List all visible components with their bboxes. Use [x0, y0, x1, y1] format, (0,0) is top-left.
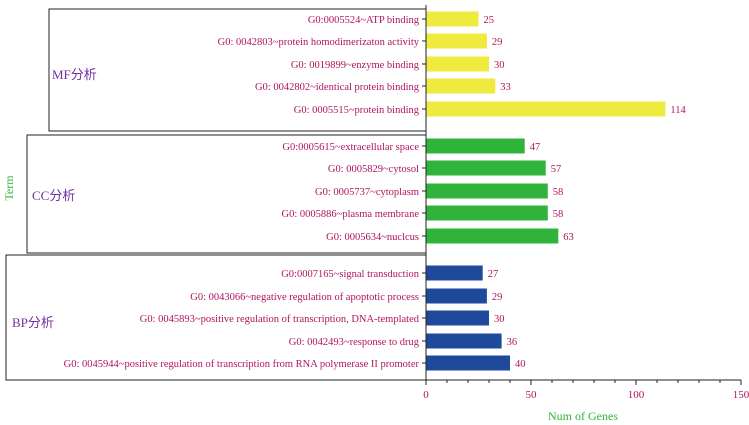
group-bracket	[26, 134, 426, 254]
category-label: G0: 0019899~enzyme binding	[291, 60, 420, 71]
category-label: G0: 0042493~response to drug	[289, 337, 420, 348]
bar	[426, 288, 487, 304]
x-axis-title: Num of Genes	[548, 409, 618, 423]
group-title: MF分析	[52, 67, 97, 82]
x-tick-label: 100	[628, 389, 645, 401]
x-axis: 0 50 100 150	[423, 5, 749, 401]
bar	[426, 78, 496, 94]
category-label: G0: 0005634~nuclcus	[326, 232, 419, 243]
bar	[426, 11, 479, 27]
data-label: 33	[500, 82, 511, 93]
category-label: G0:0007165~signal transduction	[281, 269, 420, 280]
data-label: 114	[670, 105, 686, 116]
group-brackets: MF分析 CC分析 BP分析	[5, 8, 426, 381]
data-label: 57	[551, 164, 562, 175]
category-label: G0: 0005515~protein binding	[294, 105, 420, 116]
bar	[426, 310, 489, 326]
category-label: G0: 0042802~identical protein binding	[255, 82, 420, 93]
bar	[426, 33, 487, 49]
group-title: CC分析	[32, 188, 75, 203]
category-label: G0: 0005829~cytosol	[328, 164, 419, 175]
bar	[426, 101, 666, 117]
bar	[426, 265, 483, 281]
category-label: G0: 0045893~positive regulation of trans…	[140, 314, 420, 325]
group-title: BP分析	[12, 315, 54, 330]
x-tick-label: 50	[526, 389, 538, 401]
category-label: G0:0005615~extracellular space	[282, 142, 419, 153]
bar	[426, 56, 489, 72]
category-label: G0:0005524~ATP binding	[308, 15, 420, 26]
bar-series: G0:0005524~ATP binding 25 G0: 0042803~prot…	[64, 11, 687, 371]
data-label: 36	[507, 337, 517, 348]
data-label: 30	[494, 60, 505, 71]
data-label: 63	[563, 232, 574, 243]
bar	[426, 355, 510, 371]
data-label: 27	[488, 269, 499, 280]
data-label: 47	[530, 142, 541, 153]
category-label: G0: 0005886~plasma membrane	[282, 209, 420, 220]
bar	[426, 333, 502, 349]
data-label: 40	[515, 359, 526, 370]
data-label: 25	[484, 15, 495, 26]
bar	[426, 228, 559, 244]
category-label: G0: 0042803~protein homodimerizaton acti…	[218, 37, 420, 48]
data-label: 29	[492, 292, 503, 303]
x-tick-label: 150	[733, 389, 749, 401]
category-label: G0: 0043066~negative regulation of apopt…	[190, 292, 419, 303]
bar	[426, 160, 546, 176]
data-label: 58	[553, 187, 564, 198]
group-bracket	[5, 254, 426, 381]
group-bracket	[48, 8, 426, 132]
data-label: 58	[553, 209, 564, 220]
bar	[426, 205, 548, 221]
data-label: 29	[492, 37, 503, 48]
bar	[426, 183, 548, 199]
data-label: 30	[494, 314, 505, 325]
x-tick-label: 0	[423, 389, 429, 401]
category-label: G0: 0005737~cytoplasm	[315, 187, 419, 198]
y-axis-title: Term	[2, 175, 16, 201]
bar	[426, 138, 525, 154]
category-label: G0: 0045944~positive regulation of trans…	[64, 359, 420, 370]
